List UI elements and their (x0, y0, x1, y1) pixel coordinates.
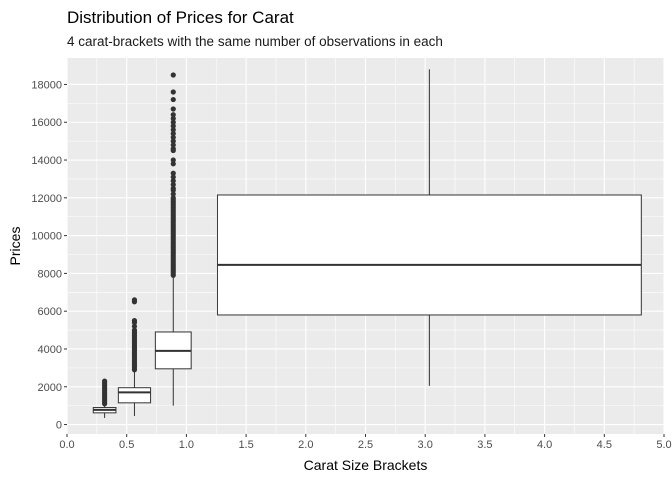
outlier-point (170, 96, 176, 103)
outlier-point (170, 181, 176, 188)
outlier-point (131, 318, 138, 324)
outlier-point (170, 174, 176, 180)
outlier-point (170, 146, 176, 152)
outlier-point (170, 157, 176, 163)
box-1 (92, 378, 117, 418)
outlier-point (131, 297, 138, 303)
x-tick-label: 4.5 (597, 439, 612, 451)
x-tick-label: 4.0 (537, 439, 552, 451)
y-tick-label: 12000 (31, 193, 62, 205)
x-axis-title: Carat Size Brackets (304, 457, 428, 473)
x-tick-label: 0.0 (59, 439, 74, 451)
outlier-point (170, 106, 176, 112)
outlier-point (170, 89, 176, 95)
outlier-point (170, 119, 176, 125)
outlier-point (170, 134, 176, 140)
outlier-point (170, 195, 176, 201)
box-2 (117, 297, 152, 417)
y-tick-label: 10000 (31, 231, 62, 243)
outlier-point (170, 161, 176, 167)
box-iqr (117, 387, 152, 404)
outlier-point (170, 72, 176, 78)
y-tick-label: 8000 (38, 268, 62, 280)
outlier-point (170, 170, 176, 176)
y-tick-label: 4000 (38, 344, 62, 356)
outlier-point (170, 178, 176, 184)
chart-subtitle: 4 carat-brackets with the same number of… (67, 34, 443, 49)
x-tick-label: 2.0 (298, 439, 313, 451)
y-tick-label: 18000 (31, 79, 62, 91)
y-tick-label: 0 (56, 420, 62, 432)
outlier-point (170, 185, 176, 191)
x-tick-label: 5.0 (656, 439, 671, 451)
box-3 (154, 72, 192, 406)
outlier-point (170, 142, 176, 148)
outlier-point (170, 130, 176, 137)
x-tick-label: 3.0 (418, 439, 433, 451)
box-4 (216, 69, 642, 386)
x-tick-label: 3.5 (477, 439, 492, 451)
outlier-point (131, 323, 138, 329)
box-group (92, 69, 642, 418)
box-iqr (216, 194, 642, 316)
x-tick-label: 2.5 (358, 439, 373, 451)
y-tick-label: 14000 (31, 155, 62, 167)
y-axis: 0 2000 4000 6000 8000 10000 12000 14000 16000 180… (31, 79, 67, 432)
chart-title: Distribution of Prices for Carat (67, 8, 294, 27)
x-tick-label: 0.5 (119, 439, 134, 451)
outlier-point (102, 378, 108, 384)
outlier-point (131, 327, 138, 333)
y-axis-title: Prices (7, 227, 23, 266)
outlier-point (170, 115, 176, 122)
x-tick-label: 1.5 (238, 439, 253, 451)
x-axis: 0.0 0.5 1.0 1.5 2.0 2.5 3.0 3.5 4.0 4.5 5.0 (59, 434, 672, 451)
y-tick-label: 16000 (31, 117, 62, 129)
y-tick-label: 2000 (38, 382, 62, 394)
y-tick-label: 6000 (38, 306, 62, 318)
x-tick-label: 1.0 (179, 439, 194, 451)
outlier-point (170, 191, 176, 197)
outlier-point (170, 123, 176, 129)
outlier-point (170, 138, 176, 144)
outlier-point (170, 112, 176, 118)
outlier-point (170, 127, 176, 133)
